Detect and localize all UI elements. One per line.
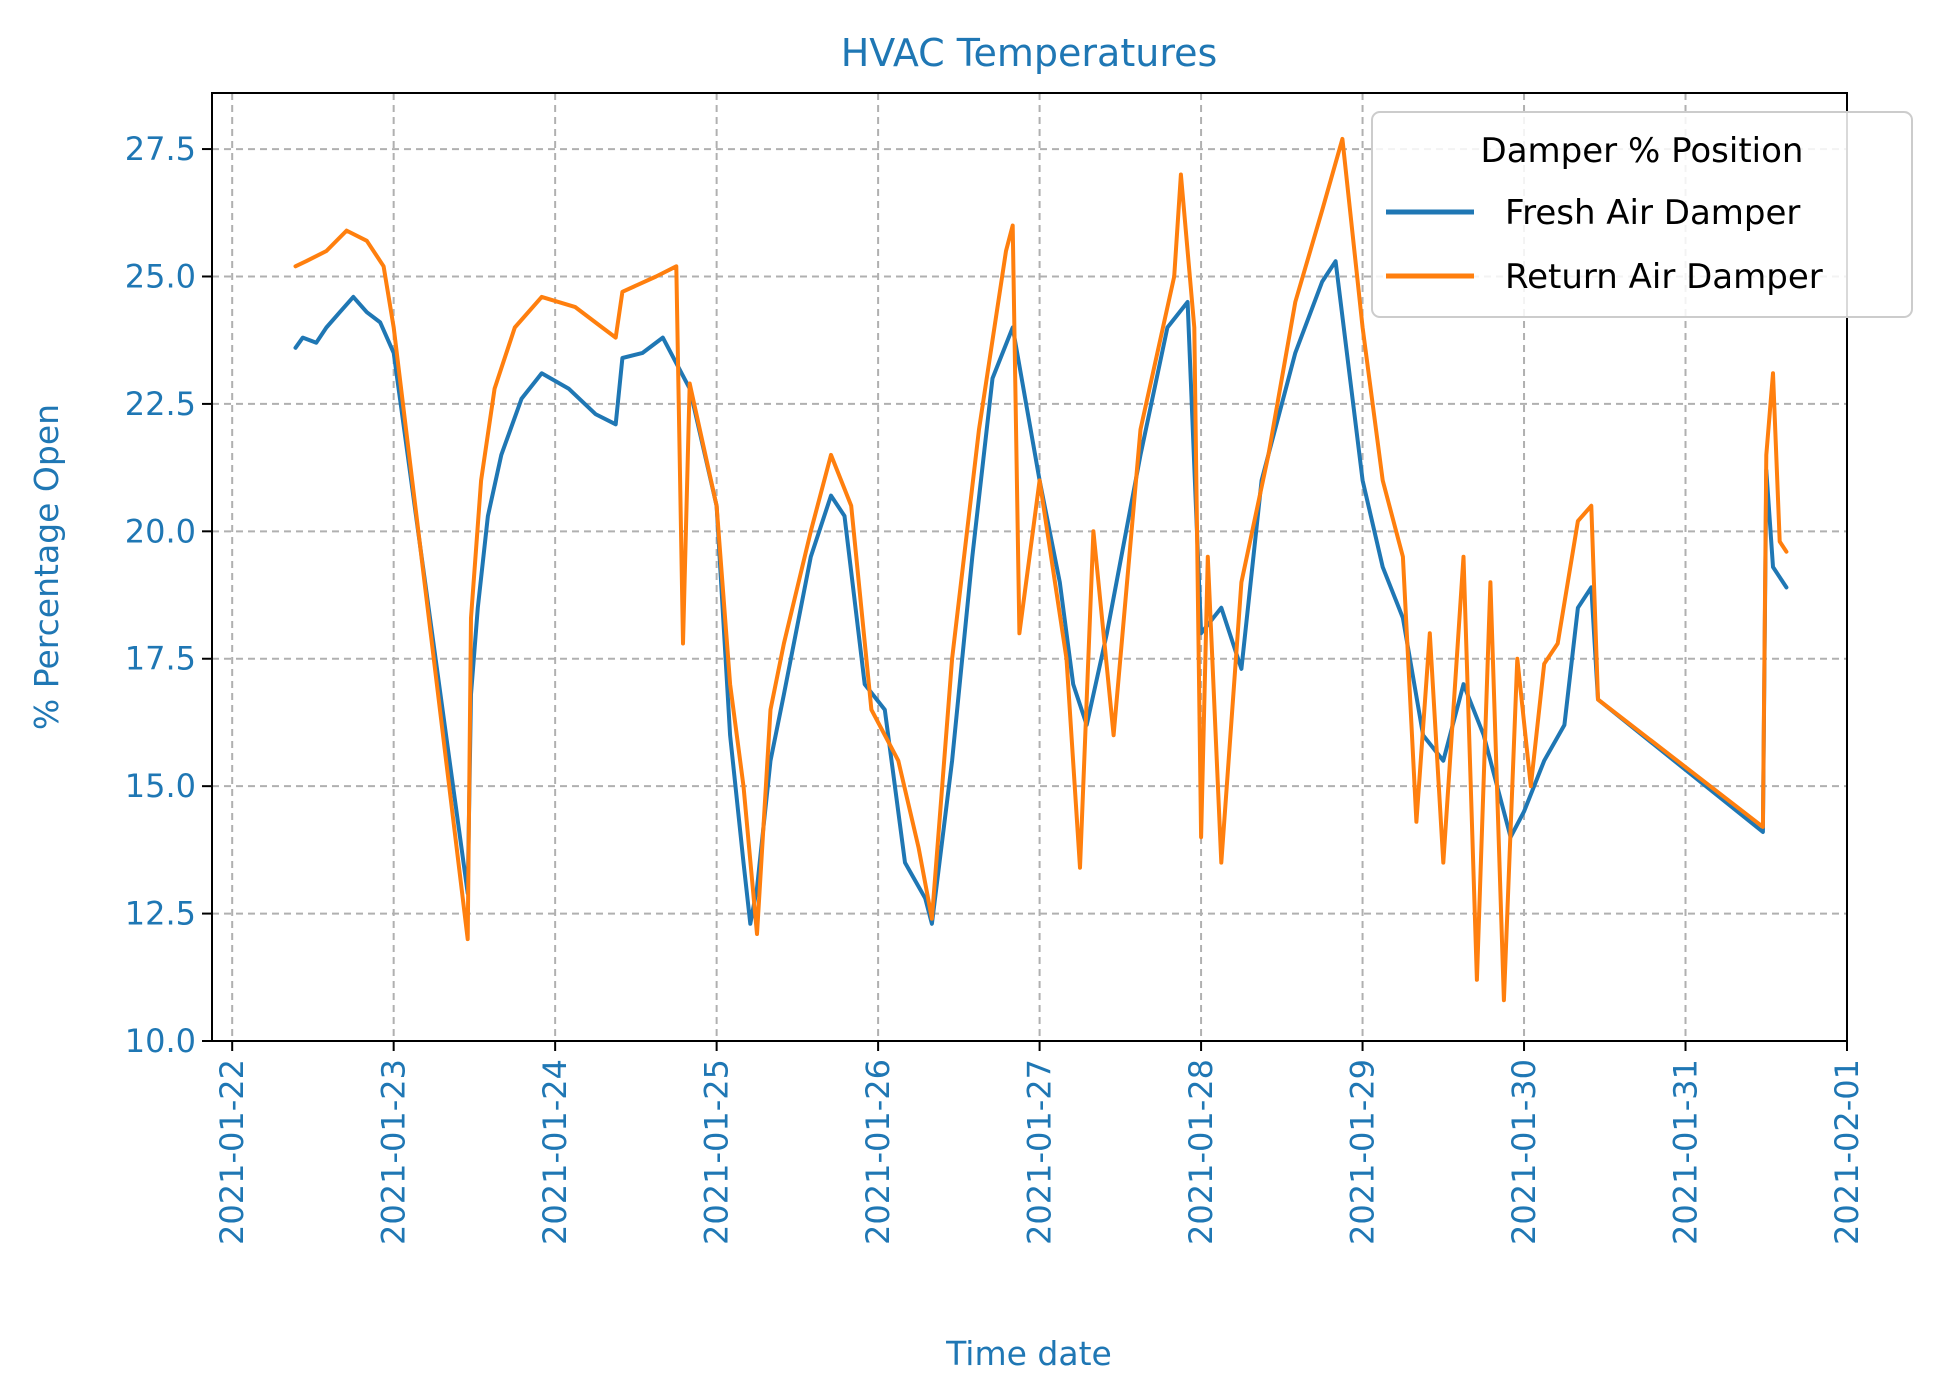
y-axis-label: % Percentage Open <box>27 404 66 730</box>
series-layer <box>293 136 1789 1003</box>
x-axis-label: Time date <box>945 1334 1112 1373</box>
legend-box <box>1371 111 1913 318</box>
x-tick-label: 2021-01-25 <box>698 1059 736 1245</box>
x-tick-label: 2021-01-28 <box>1182 1059 1220 1245</box>
legend: Damper % Position Fresh Air Damper Retur… <box>1371 111 1913 318</box>
x-tick-label: 2021-01-26 <box>859 1059 897 1245</box>
x-tick-label: 2021-01-29 <box>1344 1059 1382 1245</box>
x-tick-label: 2021-02-01 <box>1828 1059 1866 1245</box>
plot-frame <box>211 92 1848 1042</box>
x-tick-label: 2021-01-31 <box>1667 1059 1705 1245</box>
y-tick-label: 25.0 <box>125 257 196 295</box>
y-tick-label: 20.0 <box>125 512 196 550</box>
y-tick-label: 15.0 <box>125 767 196 805</box>
x-tick-label: 2021-01-24 <box>536 1059 574 1245</box>
x-tick-label: 2021-01-30 <box>1505 1059 1543 1245</box>
y-tick-label: 22.5 <box>125 385 196 423</box>
series-line-return-air-damper <box>293 136 1789 1003</box>
y-tick-label: 17.5 <box>125 640 196 678</box>
y-tick-label: 12.5 <box>125 895 196 933</box>
y-tick-label: 10.0 <box>125 1022 196 1060</box>
x-tick-label: 2021-01-27 <box>1021 1059 1059 1245</box>
x-tick-label: 2021-01-23 <box>375 1059 413 1245</box>
legend-title: Damper % Position <box>1481 131 1804 171</box>
series-line-fresh-air-damper <box>293 259 1789 926</box>
chart-title: HVAC Temperatures <box>841 31 1218 75</box>
y-tick-label: 27.5 <box>125 130 196 168</box>
legend-label-return-air: Return Air Damper <box>1505 257 1823 297</box>
x-axis: 2021-01-22 2021-01-23 2021-01-24 2021-01-25… <box>213 1041 1866 1245</box>
legend-label-fresh-air: Fresh Air Damper <box>1505 193 1800 233</box>
x-tick-label: 2021-01-22 <box>213 1059 251 1245</box>
y-axis: 10.0 12.5 15.0 17.5 20.0 22.5 25.0 27.5 <box>125 130 212 1060</box>
